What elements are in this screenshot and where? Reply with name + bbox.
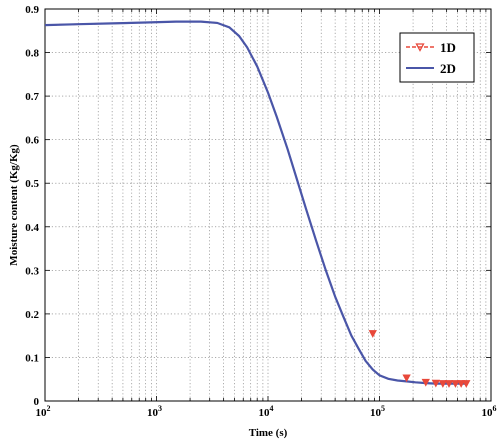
y-tick-labels: 0 0.1 0.2 0.3 0.4 0.5 0.6 0.7 0.8 0.9: [25, 4, 39, 408]
x-tick-label: 106: [482, 404, 497, 419]
legend-1d-marker: [415, 43, 425, 52]
y-tick-label: 0.4: [25, 222, 39, 234]
y-tick-label: 0.8: [25, 48, 39, 60]
y-tick-label: 0.6: [25, 135, 39, 147]
series-1d-marker: [368, 330, 377, 338]
y-tick-label: 0.1: [25, 352, 39, 364]
x-tick-label: 105: [370, 404, 385, 419]
y-tick-label: 0.3: [25, 265, 39, 277]
series-layer: [44, 20, 471, 388]
y-axis-label: Moisture content (Kg/Kg): [8, 144, 20, 266]
x-tick-label: 103: [147, 404, 162, 419]
series-1d-marker: [421, 378, 430, 387]
y-tick-label: 0.2: [25, 309, 39, 321]
series-1d-marker: [438, 380, 448, 388]
y-tick-label: 0.9: [25, 4, 39, 16]
series-2d-line: [44, 20, 467, 385]
legend-2d-label: 2D: [440, 61, 456, 76]
series-1d-marker: [451, 380, 460, 388]
x-tick-label: 102: [36, 404, 51, 419]
series-1d-marker: [431, 379, 440, 388]
x-axis-label: Time (s): [249, 427, 288, 439]
x-tick-labels: 102 103 104 105 106: [36, 404, 497, 419]
y-tick-label: 0.5: [25, 178, 39, 190]
y-tick-label: 0.7: [25, 91, 39, 103]
tick-marks: [44, 8, 491, 402]
y-tick-label: 0: [34, 396, 40, 408]
series-1d-marker: [462, 380, 471, 388]
series-1d-marker: [402, 374, 411, 383]
series-1d-marker: [444, 380, 454, 388]
series-1d-marker: [456, 380, 466, 388]
legend-box: [399, 32, 475, 83]
grid: [45, 9, 491, 401]
legend: 1D 2D: [399, 32, 475, 83]
x-tick-label: 104: [259, 404, 274, 419]
legend-1d-label: 1D: [440, 40, 456, 55]
